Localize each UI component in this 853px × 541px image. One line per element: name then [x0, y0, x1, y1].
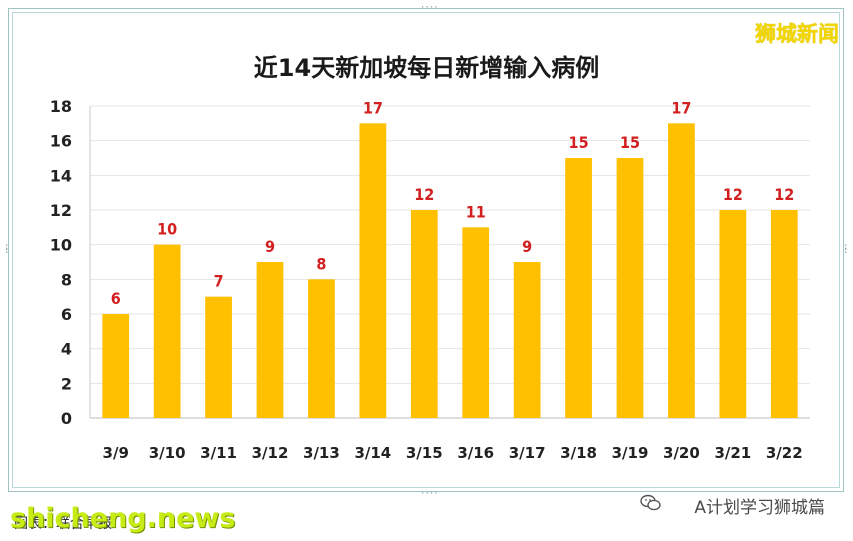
x-tick-label: 3/20 — [663, 444, 700, 462]
watermark-logo-text: 狮城新闻 — [755, 22, 839, 46]
bar — [308, 279, 335, 418]
y-tick-label: 16 — [50, 132, 72, 151]
chart-frame-inner — [12, 12, 840, 488]
bar — [462, 227, 490, 418]
wechat-icon — [640, 494, 661, 511]
x-tick-label: 3/19 — [612, 444, 649, 462]
data-label: 12 — [414, 185, 434, 204]
bar — [719, 210, 747, 418]
x-tick-label: 3/13 — [303, 444, 340, 462]
source-label: 图表：联合早报 — [14, 516, 112, 532]
bar — [565, 158, 592, 418]
y-tick-label: 6 — [61, 305, 72, 324]
y-tick-label: 8 — [61, 270, 72, 289]
resize-handle-right[interactable]: :: — [843, 242, 848, 256]
channel-name: A计划学习狮城篇 — [694, 498, 825, 518]
x-tick-labels: 3/9 3/10 3/11 3/12 3/13 3/14 3/15 3/16 3/17 3/18 3… — [103, 444, 803, 462]
x-tick-label: 3/16 — [457, 444, 494, 462]
y-tick-label: 10 — [50, 236, 72, 255]
x-tick-label: 3/9 — [103, 444, 129, 462]
x-tick-label: 3/15 — [406, 444, 443, 462]
y-tick-label: 2 — [61, 374, 72, 393]
data-labels: 6 10 7 9 8 17 12 11 9 15 15 17 12 12 — [111, 98, 795, 308]
data-label: 15 — [620, 133, 640, 152]
bar — [102, 314, 130, 418]
y-tick-label: 4 — [61, 340, 72, 359]
bar — [770, 210, 798, 418]
data-label: 6 — [111, 289, 121, 308]
site-watermark: shicheng.news — [10, 503, 236, 534]
x-tick-label: 3/11 — [200, 444, 237, 462]
data-label: 8 — [316, 254, 326, 273]
x-tick-label: 3/12 — [252, 444, 289, 462]
bars — [102, 123, 798, 418]
bar — [513, 262, 541, 418]
x-tick-label: 3/10 — [149, 444, 186, 462]
x-tick-label: 3/22 — [766, 444, 803, 462]
resize-handle-left[interactable]: :: — [4, 242, 9, 256]
chart-title: 近14天新加坡每日新增输入病例 — [253, 54, 600, 82]
bar — [153, 244, 181, 418]
y-tick-label: 18 — [50, 97, 72, 116]
gridlines — [90, 105, 810, 384]
x-tick-label: 3/18 — [560, 444, 597, 462]
data-label: 15 — [569, 133, 589, 152]
axes — [89, 106, 810, 419]
resize-handle-top[interactable]: ···· — [420, 3, 439, 13]
bar — [205, 296, 232, 418]
data-label: 12 — [723, 185, 743, 204]
bar — [359, 123, 387, 418]
bar — [410, 210, 438, 418]
x-tick-label: 3/17 — [509, 444, 546, 462]
data-label: 7 — [214, 272, 224, 291]
y-tick-label: 0 — [61, 409, 72, 428]
data-label: 10 — [157, 220, 177, 239]
data-label: 17 — [363, 98, 383, 117]
data-label: 9 — [522, 237, 532, 256]
bar — [256, 262, 284, 418]
data-label: 11 — [466, 202, 486, 221]
bar — [668, 123, 695, 418]
resize-handle-bottom[interactable]: ···· — [420, 489, 439, 499]
y-tick-label: 12 — [50, 201, 72, 220]
data-label: 12 — [774, 185, 794, 204]
bar — [616, 158, 644, 418]
x-tick-label: 3/14 — [354, 444, 391, 462]
y-tick-labels: 0 2 4 6 8 10 12 14 16 18 — [50, 97, 72, 428]
data-label: 17 — [671, 98, 691, 117]
x-tick-label: 3/21 — [714, 444, 751, 462]
y-tick-label: 14 — [50, 166, 72, 185]
data-label: 9 — [265, 237, 275, 256]
